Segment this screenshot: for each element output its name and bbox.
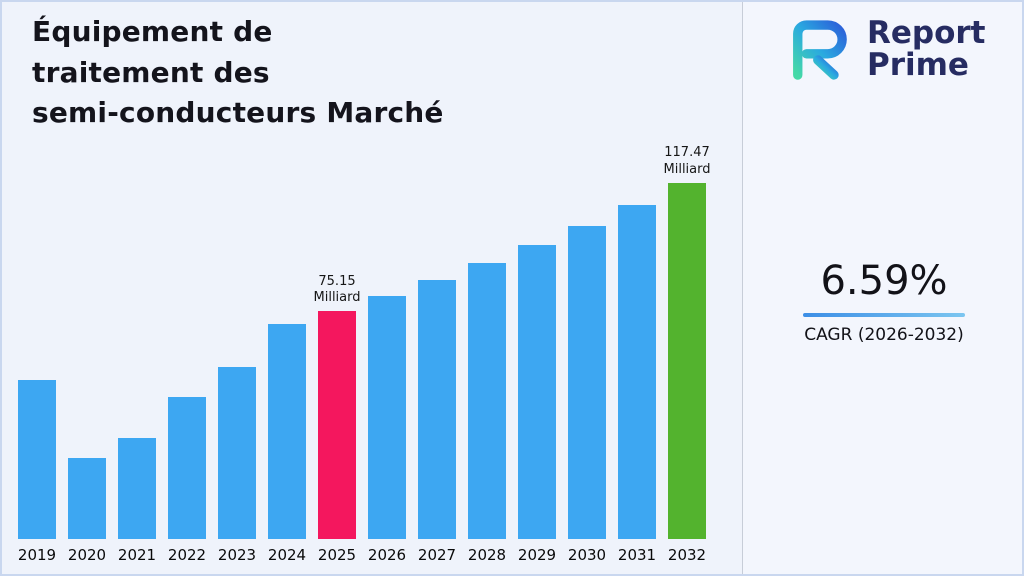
bar-2024 bbox=[268, 323, 306, 539]
panel-divider bbox=[742, 2, 743, 574]
x-axis-label-2025: 2025 bbox=[317, 546, 357, 564]
bar-cell-2027: 2027 bbox=[418, 280, 456, 564]
bar-cell-2021: 2021 bbox=[117, 437, 157, 564]
x-axis-label-2032: 2032 bbox=[667, 546, 707, 564]
x-axis-label-2024: 2024 bbox=[267, 546, 307, 564]
bar-cell-2029: 2029 bbox=[518, 245, 556, 564]
x-axis-label-2031: 2031 bbox=[617, 546, 657, 564]
bar-2032 bbox=[668, 183, 706, 539]
logo-word-report: Report bbox=[867, 15, 986, 52]
right-panel bbox=[743, 2, 1022, 574]
bar-2023 bbox=[218, 366, 256, 539]
x-axis-label-2026: 2026 bbox=[367, 546, 407, 564]
cagr-underline bbox=[803, 313, 965, 317]
title-line-2: traitement des bbox=[32, 55, 270, 89]
bar-2020 bbox=[68, 457, 106, 539]
cagr-block: 6.59% CAGR (2026-2032) bbox=[744, 258, 1022, 345]
bar-cell-2019: 2019 bbox=[17, 379, 57, 564]
bar-cell-2030: 2030 bbox=[567, 225, 607, 564]
title-line-1: Équipement de bbox=[32, 15, 273, 48]
bar-2025 bbox=[318, 311, 356, 539]
cagr-value: 6.59% bbox=[820, 258, 948, 304]
bar-cell-2025: 75.15 Milliard 2025 bbox=[314, 274, 361, 564]
page-title: Équipement de traitement des semi-conduc… bbox=[32, 12, 444, 134]
bar-value-label-2032: 117.47 Milliard bbox=[663, 145, 711, 178]
bar-cell-2020: 2020 bbox=[67, 457, 107, 564]
bar-2029 bbox=[518, 245, 556, 539]
bar-chart: 2019 2020 2021 2022 2023 2024 75.15 Milliard 20… bbox=[17, 145, 711, 564]
x-axis-label-2028: 2028 bbox=[467, 546, 507, 564]
bar-2021 bbox=[118, 437, 156, 539]
bar-cell-2022: 2022 bbox=[167, 396, 207, 564]
bar-2027 bbox=[418, 280, 456, 539]
x-axis-label-2020: 2020 bbox=[67, 546, 107, 564]
x-axis-label-2027: 2027 bbox=[417, 546, 457, 564]
market-bar-chart: 2019 2020 2021 2022 2023 2024 75.15 Milliard 20… bbox=[17, 145, 711, 564]
bar-cell-2026: 2026 bbox=[368, 296, 406, 564]
bar-cell-2031: 2031 bbox=[618, 205, 656, 564]
x-axis-label-2029: 2029 bbox=[517, 546, 557, 564]
x-axis-label-2030: 2030 bbox=[567, 546, 607, 564]
bar-cell-2023: 2023 bbox=[217, 366, 257, 564]
report-prime-logo: Report Prime bbox=[777, 10, 986, 90]
bar-2028 bbox=[468, 263, 506, 539]
x-axis-label-2022: 2022 bbox=[167, 546, 207, 564]
title-line-3: semi-conducteurs Marché bbox=[32, 96, 444, 130]
x-axis-label-2023: 2023 bbox=[217, 546, 257, 564]
bar-2030 bbox=[568, 225, 606, 539]
x-axis-label-2019: 2019 bbox=[17, 546, 57, 564]
bar-2019 bbox=[18, 379, 56, 539]
x-axis-label-2021: 2021 bbox=[117, 546, 157, 564]
cagr-label: CAGR (2026-2032) bbox=[804, 325, 964, 345]
bar-value-label-2025: 75.15 Milliard bbox=[313, 273, 361, 306]
report-prime-logo-icon bbox=[777, 10, 861, 90]
bar-2031 bbox=[618, 205, 656, 539]
bar-cell-2032: 117.47 Milliard 2032 bbox=[664, 145, 711, 564]
logo-word-prime: Prime bbox=[867, 47, 969, 83]
bar-2022 bbox=[168, 396, 206, 539]
bar-2026 bbox=[368, 296, 406, 539]
logo-wordmark: Report Prime bbox=[867, 15, 986, 83]
bar-cell-2024: 2024 bbox=[267, 323, 307, 564]
bar-cell-2028: 2028 bbox=[468, 263, 506, 564]
